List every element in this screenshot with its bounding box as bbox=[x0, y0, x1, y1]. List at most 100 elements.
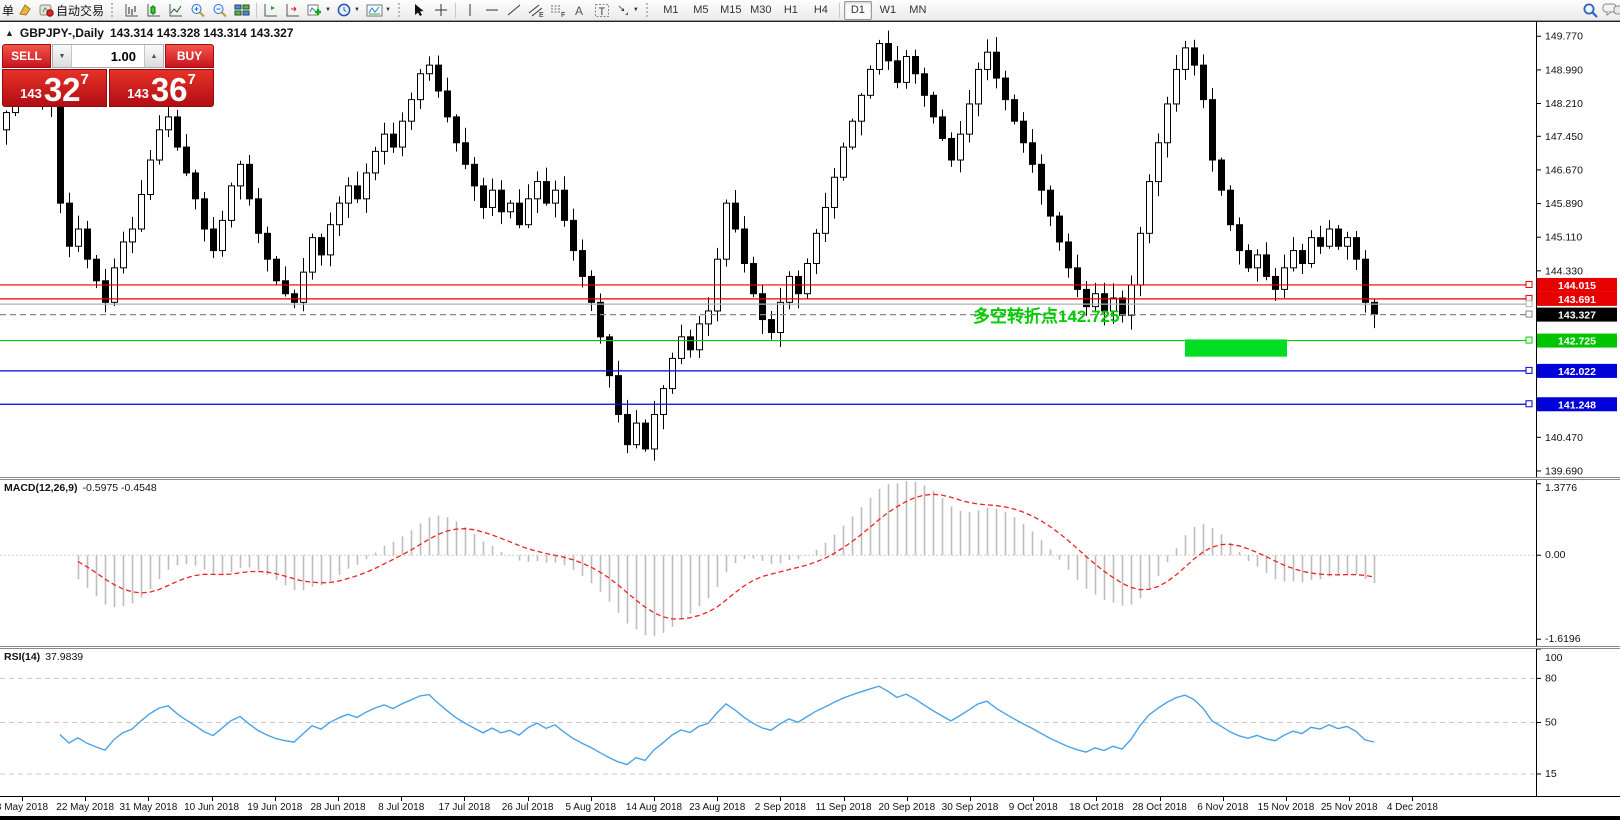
toolbar-drag-handle[interactable] bbox=[397, 3, 404, 17]
date-tick bbox=[906, 797, 908, 801]
line-chart-mode-button[interactable] bbox=[166, 1, 186, 19]
sell-price-button[interactable]: 143 32 7 bbox=[2, 69, 107, 107]
buy-button[interactable]: BUY bbox=[165, 44, 214, 68]
date-tick bbox=[1222, 797, 1224, 801]
zoom-out-button[interactable] bbox=[210, 1, 230, 19]
fibonacci-icon: F bbox=[550, 5, 565, 18]
chart-shift-icon bbox=[264, 3, 278, 16]
svg-text:T: T bbox=[598, 6, 605, 18]
chart-shift-button[interactable] bbox=[261, 1, 281, 19]
svg-text:141.248: 141.248 bbox=[1558, 399, 1596, 411]
fibonacci-tool-button[interactable]: F bbox=[548, 1, 568, 19]
svg-text:100: 100 bbox=[1545, 652, 1563, 664]
indicators-button[interactable]: ▼ bbox=[305, 1, 333, 19]
svg-text:15: 15 bbox=[1545, 768, 1557, 780]
date-label: 28 Oct 2018 bbox=[1132, 802, 1187, 813]
arrows-tool-button[interactable]: ▼ bbox=[614, 1, 641, 19]
text-tool-button[interactable]: A bbox=[570, 1, 590, 19]
date-tick bbox=[970, 797, 971, 801]
timeframe-M30[interactable]: M30 bbox=[750, 4, 772, 16]
date-tick bbox=[148, 797, 150, 801]
trendline-tool-button[interactable] bbox=[504, 1, 524, 19]
date-tick bbox=[1412, 797, 1414, 801]
svg-text:142.022: 142.022 bbox=[1558, 366, 1596, 378]
zoom-in-button[interactable] bbox=[188, 1, 208, 19]
chat-icon bbox=[1602, 3, 1620, 16]
chat-button[interactable] bbox=[1602, 1, 1620, 19]
volume-increase-button[interactable]: ▲ bbox=[144, 45, 163, 67]
buy-price-main: 36 bbox=[150, 70, 188, 108]
buy-price-button[interactable]: 143 36 7 bbox=[109, 69, 214, 107]
date-label: 6 Nov 2018 bbox=[1197, 802, 1249, 813]
text-icon: A bbox=[575, 4, 583, 17]
macd-histogram bbox=[77, 481, 1376, 636]
autotrading-button[interactable]: 自动交易 bbox=[37, 1, 106, 19]
date-label: 31 May 2018 bbox=[119, 802, 178, 813]
chart-title-row: ▲ GBPJPY-,Daily 143.314 143.328 143.314 … bbox=[5, 26, 293, 40]
svg-text:1.3776: 1.3776 bbox=[1545, 482, 1577, 494]
new-order-icon bbox=[19, 4, 31, 16]
one-click-trading-panel: SELL ▼ ▲ BUY 143 32 7 143 36 7 bbox=[2, 44, 214, 107]
date-label: 2 Sep 2018 bbox=[754, 802, 806, 813]
macd-pane[interactable]: 1.3776 0.00 -1.6196 bbox=[0, 480, 1620, 646]
annotation-text[interactable]: 多空转折点142.725 bbox=[973, 306, 1119, 326]
timeframe-H4[interactable]: H4 bbox=[813, 4, 828, 16]
indicators-icon bbox=[307, 4, 322, 16]
highlight-rect[interactable] bbox=[1185, 339, 1287, 357]
rsi-line bbox=[59, 685, 1375, 766]
timeframe-D1[interactable]: D1 bbox=[843, 0, 872, 20]
search-button[interactable] bbox=[1580, 1, 1600, 19]
crosshair-button[interactable] bbox=[431, 1, 451, 19]
toolbar: 单 自动交易 bbox=[0, 0, 1620, 21]
date-label: 4 Dec 2018 bbox=[1386, 802, 1438, 813]
horizontal-line-tool-button[interactable] bbox=[482, 1, 502, 19]
text-label-tool-button[interactable]: T bbox=[592, 1, 612, 19]
timeframe-H1[interactable]: H1 bbox=[783, 4, 798, 16]
toolbar-drag-handle[interactable] bbox=[645, 3, 652, 17]
macd-signal-line bbox=[77, 493, 1375, 620]
date-label: 10 Jun 2018 bbox=[184, 802, 240, 813]
timeframe-M15[interactable]: M15 bbox=[720, 4, 742, 16]
tile-windows-icon bbox=[234, 4, 250, 16]
collapse-panel-icon[interactable]: ▲ bbox=[5, 28, 14, 38]
channel-tool-button[interactable]: E bbox=[526, 1, 546, 19]
timeframe-M5[interactable]: M5 bbox=[693, 4, 709, 16]
timeframe-M1[interactable]: M1 bbox=[663, 4, 679, 16]
price-chart[interactable]: 144.015 143.691 143.327 142.725 142.022 141.2… bbox=[0, 22, 1620, 477]
sell-button[interactable]: SELL bbox=[2, 44, 51, 68]
new-order-button[interactable]: 单 bbox=[2, 3, 15, 18]
date-axis[interactable]: 3 May 2018 22 May 2018 31 May 2018 10 Jun 2… bbox=[0, 796, 1620, 817]
templates-button[interactable]: ▼ bbox=[364, 1, 393, 19]
window-bottom-edge bbox=[0, 816, 1620, 820]
candles-group bbox=[3, 30, 1378, 461]
date-label: 8 Jul 2018 bbox=[378, 802, 425, 813]
templates-caret-icon: ▼ bbox=[384, 7, 391, 13]
cursor-button[interactable] bbox=[409, 1, 429, 19]
candlestick-mode-button[interactable] bbox=[144, 1, 164, 19]
rsi-pane[interactable]: 100 80 50 15 bbox=[0, 649, 1620, 796]
symbol-title: GBPJPY-,Daily bbox=[19, 26, 104, 40]
vertical-line-tool-button[interactable] bbox=[460, 1, 480, 19]
new-order-icon-button[interactable] bbox=[15, 1, 35, 19]
vertical-line-icon bbox=[469, 4, 471, 16]
tile-windows-button[interactable] bbox=[232, 1, 252, 19]
pane-separator[interactable] bbox=[0, 477, 1620, 480]
timeframe-W1[interactable]: W1 bbox=[879, 4, 897, 16]
date-tick bbox=[590, 797, 592, 801]
volume-input[interactable] bbox=[72, 45, 144, 67]
bar-chart-mode-button[interactable] bbox=[122, 1, 142, 19]
svg-text:140.470: 140.470 bbox=[1545, 432, 1583, 444]
pane-separator[interactable] bbox=[0, 646, 1620, 649]
svg-text:A: A bbox=[575, 4, 583, 17]
autotrading-label: 自动交易 bbox=[56, 3, 105, 18]
toolbar-drag-handle[interactable] bbox=[111, 3, 117, 17]
cursor-icon bbox=[415, 4, 424, 16]
date-tick bbox=[338, 797, 339, 801]
volume-decrease-button[interactable]: ▼ bbox=[53, 45, 72, 67]
date-tick bbox=[1286, 797, 1287, 801]
periods-button[interactable]: ▼ bbox=[335, 1, 362, 19]
auto-scroll-button[interactable] bbox=[283, 1, 303, 19]
toolbar-divider bbox=[0, 21, 1620, 22]
svg-text:80: 80 bbox=[1545, 672, 1557, 684]
timeframe-MN[interactable]: MN bbox=[909, 4, 927, 16]
